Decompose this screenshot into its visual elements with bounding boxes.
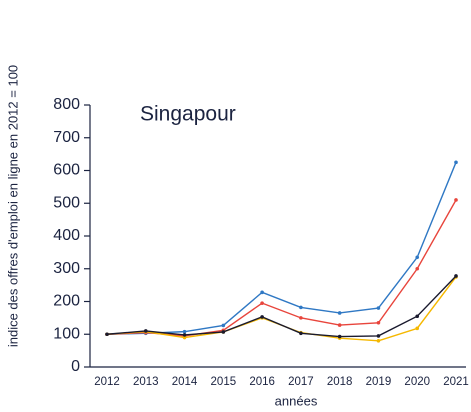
x-tick-label: 2015 bbox=[211, 376, 237, 388]
y-tick-label: 500 bbox=[53, 194, 80, 211]
x-tick-label: 2016 bbox=[249, 376, 275, 388]
y-tick-label: 800 bbox=[53, 96, 80, 113]
point bbox=[221, 330, 226, 334]
line bbox=[106, 275, 457, 338]
y-tick-label: 0 bbox=[71, 358, 80, 375]
y-tick-label: 100 bbox=[53, 325, 80, 342]
x-tick-label: 2017 bbox=[288, 376, 314, 388]
point bbox=[376, 334, 381, 338]
x-axis-label: années bbox=[275, 393, 318, 408]
x-tick-label: 2014 bbox=[172, 376, 198, 388]
point bbox=[337, 311, 342, 315]
point bbox=[454, 160, 458, 165]
point bbox=[260, 315, 264, 319]
point bbox=[182, 335, 187, 340]
point bbox=[454, 274, 458, 278]
point bbox=[299, 331, 303, 336]
point bbox=[143, 329, 148, 333]
line bbox=[106, 199, 457, 337]
x-tick-label: 2013 bbox=[133, 376, 159, 388]
y-tick-label: 200 bbox=[53, 293, 80, 310]
x-tick-label: 2021 bbox=[443, 376, 469, 388]
line bbox=[106, 162, 457, 335]
y-tick-label: 700 bbox=[53, 129, 80, 146]
point bbox=[260, 290, 264, 295]
x-tick-label: 2018 bbox=[327, 376, 353, 388]
y-tick-label: 600 bbox=[53, 162, 80, 179]
y-tick-label: 400 bbox=[53, 227, 80, 244]
y-axis-label: indice des offres d'emploi en ligne en 2… bbox=[5, 65, 20, 347]
point bbox=[376, 320, 381, 325]
x-tick-label: 2019 bbox=[366, 376, 392, 388]
point bbox=[376, 306, 381, 310]
point bbox=[299, 305, 303, 310]
point bbox=[415, 326, 420, 331]
point bbox=[182, 333, 187, 337]
chart-title: Singapour bbox=[140, 103, 236, 126]
point bbox=[454, 198, 458, 202]
point bbox=[337, 323, 342, 327]
point bbox=[260, 301, 264, 305]
point bbox=[415, 255, 420, 260]
point bbox=[182, 329, 187, 334]
x-tick-label: 2020 bbox=[404, 376, 430, 388]
point bbox=[415, 314, 420, 319]
point bbox=[299, 316, 303, 320]
point bbox=[415, 266, 420, 271]
point bbox=[105, 332, 109, 337]
point bbox=[337, 334, 342, 339]
point bbox=[376, 339, 381, 343]
x-tick-label: 2012 bbox=[94, 376, 120, 388]
y-tick-label: 300 bbox=[53, 260, 80, 277]
point bbox=[221, 323, 226, 328]
